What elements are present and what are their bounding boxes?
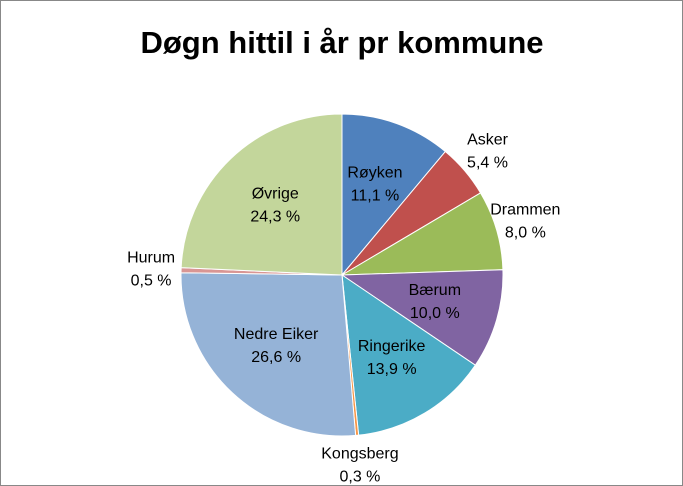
pie-slice xyxy=(341,273,477,436)
slice-label: Kongsberg xyxy=(321,445,398,462)
chart-title: Døgn hittil i år pr kommune xyxy=(140,25,543,60)
pie-slice xyxy=(180,272,357,437)
pie-slice xyxy=(341,113,447,277)
slice-label: Øvrige xyxy=(252,185,299,202)
slice-value-label: 5,4 % xyxy=(467,155,508,172)
slice-label: Ringerike xyxy=(358,338,426,355)
slice-value-label: 0,5 % xyxy=(131,273,172,290)
slice-label: Hurum xyxy=(127,250,175,267)
slice-label: Røyken xyxy=(347,164,402,181)
slice-value-label: 10,0 % xyxy=(410,305,460,322)
pie-slice xyxy=(340,269,504,366)
slice-value-label: 13,9 % xyxy=(367,361,417,378)
slice-label: Asker xyxy=(467,132,509,149)
slice-value-label: 0,3 % xyxy=(339,468,380,485)
slice-label: Bærum xyxy=(409,282,461,299)
slice-value-label: 26,6 % xyxy=(251,349,301,366)
slice-label: Nedre Eiker xyxy=(234,326,319,343)
slice-value-label: 24,3 % xyxy=(250,208,300,225)
pie-slice xyxy=(180,113,343,276)
slice-label: Drammen xyxy=(490,202,560,219)
slice-value-label: 11,1 % xyxy=(351,187,400,204)
slice-value-label: 8,0 % xyxy=(505,225,546,242)
